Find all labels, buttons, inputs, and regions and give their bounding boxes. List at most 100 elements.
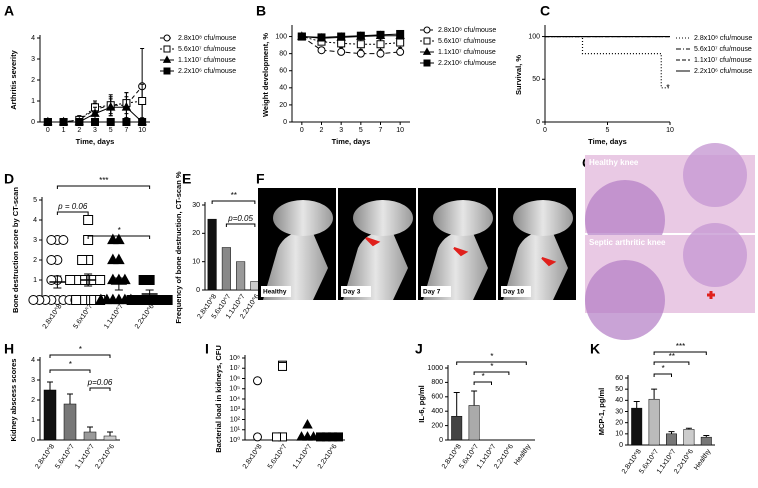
error-bar bbox=[114, 277, 123, 291]
error-bar bbox=[53, 275, 62, 289]
marker bbox=[337, 39, 346, 48]
image-label: Day 7 bbox=[423, 289, 441, 296]
significance-bracket bbox=[56, 211, 89, 215]
y-tick-label: 0 bbox=[619, 442, 623, 449]
y-tick-label: 400 bbox=[431, 408, 443, 415]
significance-bracket bbox=[456, 361, 527, 365]
x-tick-label: 1 bbox=[62, 127, 66, 134]
legend-label: 2.2x10⁶ cfu/mouse bbox=[438, 60, 496, 67]
bar bbox=[250, 281, 260, 291]
y-axis-label: Weight development, % bbox=[261, 33, 270, 117]
marker bbox=[28, 295, 39, 305]
y-tick-label: 10⁷ bbox=[230, 365, 241, 372]
tissue bbox=[683, 223, 747, 287]
y-axis-label: Bone destruction score by CT-scan bbox=[11, 187, 20, 313]
bone bbox=[353, 200, 413, 236]
marker bbox=[297, 32, 306, 41]
y-tick-label: 0 bbox=[196, 287, 200, 294]
marker bbox=[95, 275, 106, 285]
error-bar bbox=[471, 390, 478, 406]
marker bbox=[163, 34, 171, 42]
significance-bracket bbox=[87, 235, 151, 239]
significance-bracket bbox=[653, 351, 707, 355]
panel-label: H bbox=[4, 341, 14, 357]
image-label: Day 3 bbox=[343, 289, 361, 296]
marker bbox=[77, 255, 88, 265]
bar bbox=[63, 403, 77, 441]
legend-label: 1.1x10⁷ cfu/mouse bbox=[438, 49, 496, 56]
marker bbox=[356, 40, 365, 49]
y-tick-label: 40 bbox=[615, 397, 623, 404]
bone bbox=[263, 232, 328, 300]
image-label: Day 10 bbox=[503, 289, 524, 296]
y-tick-label: 1 bbox=[33, 277, 37, 284]
y-axis-label: MCP-1, pg/ml bbox=[597, 388, 606, 436]
x-tick-label: 3 bbox=[93, 127, 97, 134]
x-tick-label: 2.8x10^8 bbox=[34, 443, 56, 470]
legend-label: 2.2x10⁶ cfu/mouse bbox=[178, 68, 236, 75]
y-tick-label: 20 bbox=[279, 102, 287, 109]
significance-label: *** bbox=[99, 176, 109, 185]
marker bbox=[278, 361, 287, 371]
marker bbox=[396, 38, 405, 47]
y-tick-label: 5 bbox=[33, 197, 37, 204]
significance-bracket bbox=[211, 200, 256, 204]
marker bbox=[253, 376, 262, 386]
y-tick-label: 50 bbox=[532, 76, 540, 83]
legend-label: 5.6x10⁷ cfu/mouse bbox=[178, 46, 236, 53]
error-bar bbox=[685, 427, 692, 430]
marker bbox=[138, 118, 147, 126]
significance-label: ** bbox=[230, 191, 237, 200]
bar bbox=[468, 405, 480, 441]
panel-label: K bbox=[590, 341, 600, 357]
marker bbox=[302, 419, 313, 429]
significance-bracket bbox=[225, 223, 256, 227]
bone bbox=[273, 200, 333, 236]
bone bbox=[503, 232, 568, 300]
y-tick-label: 0 bbox=[31, 437, 35, 444]
significance-bracket bbox=[49, 369, 91, 373]
bar bbox=[700, 436, 712, 446]
significance-label: * bbox=[661, 364, 665, 373]
marker bbox=[107, 253, 119, 265]
y-tick-label: 10 bbox=[192, 259, 200, 266]
legend-label: 1.1x10⁷ cfu/mouse bbox=[178, 57, 236, 64]
marker bbox=[376, 30, 385, 39]
y-tick-label: 10³ bbox=[230, 406, 241, 413]
significance-label: * bbox=[490, 362, 494, 371]
x-axis-label: Time, days bbox=[332, 137, 371, 146]
significance-label: *** bbox=[676, 342, 686, 351]
x-tick-label: Healthy bbox=[513, 443, 533, 467]
significance-label: ** bbox=[668, 352, 675, 361]
legend-label: 5.6x10⁷ cfu/mouse bbox=[694, 46, 752, 53]
significance-label: * bbox=[78, 345, 82, 354]
y-tick-label: 60 bbox=[279, 68, 287, 75]
marker bbox=[396, 47, 405, 56]
marker bbox=[95, 293, 107, 305]
significance-label: p = 0.06 bbox=[57, 202, 88, 211]
y-tick-label: 60 bbox=[615, 375, 623, 382]
marker bbox=[107, 233, 119, 245]
lesion-marker bbox=[707, 291, 715, 299]
y-axis-label: Bacterial load in kidneys, CFU bbox=[214, 345, 223, 453]
x-tick-label: 5 bbox=[109, 127, 113, 134]
marker bbox=[106, 102, 116, 111]
marker bbox=[163, 67, 171, 75]
error-bar bbox=[87, 426, 93, 432]
marker bbox=[65, 275, 76, 285]
x-tick-label: 1.1x10^7 bbox=[103, 303, 125, 330]
bar bbox=[207, 218, 217, 291]
y-tick-label: 2 bbox=[33, 257, 37, 264]
marker bbox=[423, 37, 431, 45]
image-label: Healthy knee bbox=[589, 158, 639, 167]
significance-bracket bbox=[473, 371, 510, 375]
marker bbox=[396, 29, 405, 38]
x-tick-label: 5.6x10^7 bbox=[54, 443, 76, 470]
y-tick-label: 10⁰ bbox=[229, 436, 240, 444]
bar bbox=[631, 407, 643, 446]
error-bar bbox=[145, 289, 154, 299]
annotation: * bbox=[666, 82, 670, 92]
y-tick-label: 4 bbox=[31, 35, 35, 42]
y-tick-label: 10⁸ bbox=[229, 355, 240, 362]
